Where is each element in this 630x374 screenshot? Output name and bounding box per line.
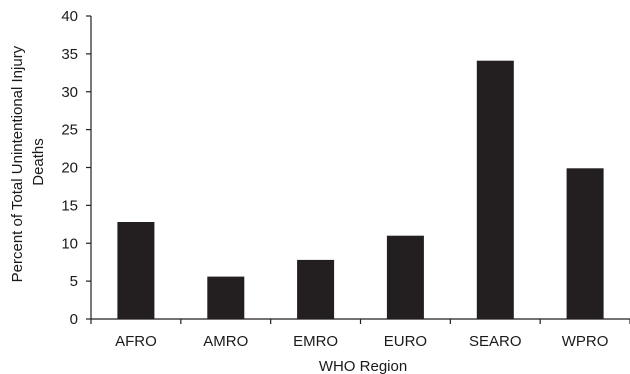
y-axis-title: Percent of Total Unintentional Injury De… bbox=[9, 42, 47, 283]
y-tick-label: 20 bbox=[61, 160, 78, 177]
bar-wpro bbox=[566, 168, 604, 319]
y-tick-label: 35 bbox=[61, 46, 78, 63]
y-tick-label: 30 bbox=[61, 84, 78, 101]
y-tick-label: 25 bbox=[61, 122, 78, 139]
bar-searo bbox=[476, 60, 514, 319]
y-tick-label: 40 bbox=[61, 8, 78, 25]
x-tick-label-amro: AMRO bbox=[203, 333, 248, 350]
y-tick-label: 15 bbox=[61, 197, 78, 214]
x-tick-label-emro: EMRO bbox=[293, 333, 338, 350]
y-axis-title-line-1: Percent of Total Unintentional Injury bbox=[9, 45, 26, 282]
x-tick-label-wpro: WPRO bbox=[562, 333, 609, 350]
bar-emro bbox=[297, 259, 335, 319]
y-axis-title-line-2: Deaths bbox=[30, 138, 47, 186]
bar-euro bbox=[386, 235, 424, 319]
bar-amro bbox=[207, 276, 245, 319]
y-axis-ticks: 0 5 10 15 20 25 30 35 40 bbox=[61, 8, 91, 328]
x-axis-title: WHO Region bbox=[319, 358, 407, 374]
y-tick-label: 10 bbox=[61, 235, 78, 252]
x-tick-label-euro: EURO bbox=[384, 333, 427, 350]
y-tick-label: 0 bbox=[70, 311, 78, 328]
y-tick-label: 5 bbox=[70, 273, 78, 290]
x-axis-ticks: AFRO AMRO EMRO EURO SEARO WPRO bbox=[90, 319, 630, 350]
x-tick-label-searo: SEARO bbox=[469, 333, 522, 350]
bar-afro bbox=[117, 222, 155, 319]
x-tick-label-afro: AFRO bbox=[115, 333, 157, 350]
plot-area bbox=[90, 16, 630, 320]
